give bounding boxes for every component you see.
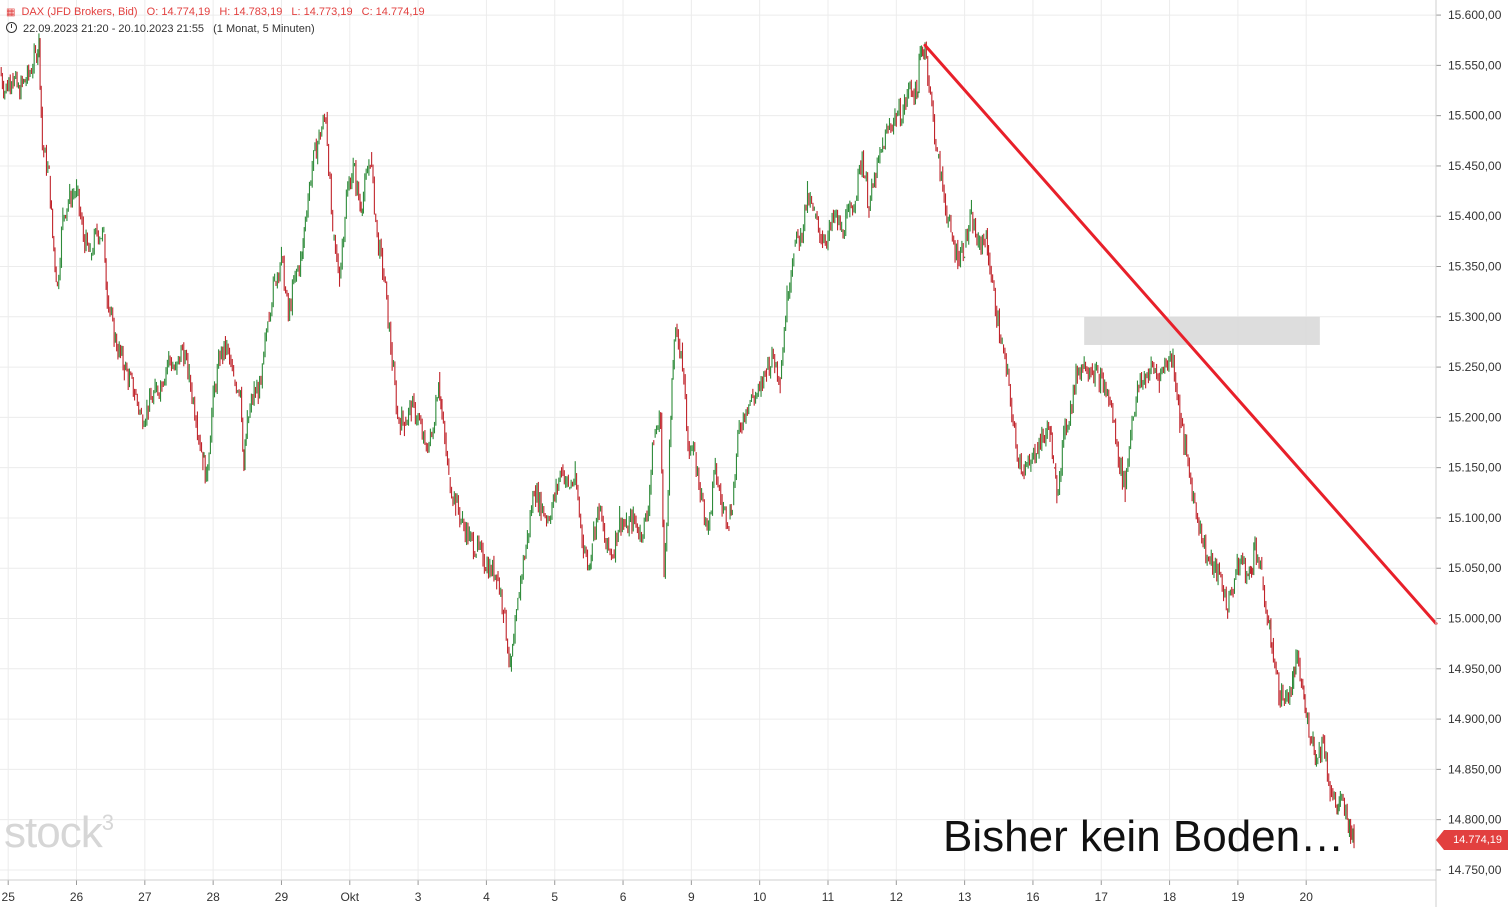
watermark-text: stock	[4, 808, 103, 857]
y-tick-label: 15.000,00	[1448, 612, 1502, 626]
x-tick-label: 3	[415, 890, 422, 904]
y-tick-label: 15.600,00	[1448, 8, 1502, 22]
period-interval: (1 Monat, 5 Minuten)	[213, 23, 315, 35]
x-tick-label: 27	[138, 890, 152, 904]
y-tick-label: 14.950,00	[1448, 662, 1502, 676]
period-range: 22.09.2023 21:20 - 20.10.2023 21:55	[23, 23, 205, 35]
watermark-sup: 3	[101, 810, 114, 835]
x-tick-label: 12	[890, 890, 904, 904]
downtrend-line[interactable]	[923, 43, 1438, 626]
resistance-zone-layer	[1084, 316, 1320, 345]
y-axis: 15.600,00 15.550,00 15.500,00 15.450,00 15.4…	[1435, 0, 1502, 907]
y-tick-label: 15.200,00	[1448, 410, 1502, 424]
ohlc-open: O: 14.774,19	[146, 6, 211, 18]
x-tick-label: 25	[2, 890, 16, 904]
x-tick-label: 29	[275, 890, 289, 904]
x-tick-label: 20	[1300, 890, 1314, 904]
y-tick-label: 15.500,00	[1448, 109, 1502, 123]
x-tick-label: 28	[206, 890, 220, 904]
x-tick-label: 11	[822, 890, 835, 904]
period-header: 22.09.2023 21:20 - 20.10.2023 21:55 (1 M…	[6, 22, 321, 36]
y-tick-label: 14.900,00	[1448, 712, 1502, 726]
x-tick-label: Okt	[340, 890, 359, 904]
x-tick-label: 26	[70, 890, 84, 904]
x-tick-label: 9	[688, 890, 695, 904]
x-tick-label: 19	[1231, 890, 1245, 904]
trendline-layer[interactable]	[923, 43, 1438, 626]
x-tick-label: 10	[753, 890, 767, 904]
grid	[0, 0, 1436, 880]
y-tick-label: 15.250,00	[1448, 360, 1502, 374]
price-series	[0, 33, 1355, 849]
chart-header: ▦ DAX (JFD Brokers, Bid) O: 14.774,19 H: …	[6, 6, 431, 19]
ohlc-high: H: 14.783,19	[219, 6, 283, 18]
y-tick-label: 15.550,00	[1448, 58, 1502, 72]
last-price-tag: 14.774,19	[1436, 830, 1508, 850]
x-tick-label: 17	[1095, 890, 1109, 904]
y-tick-label: 15.050,00	[1448, 561, 1502, 575]
y-tick-label: 15.350,00	[1448, 260, 1502, 274]
x-tick-label: 13	[958, 890, 972, 904]
y-tick-label: 15.100,00	[1448, 511, 1502, 525]
y-tick-label: 15.150,00	[1448, 461, 1502, 475]
x-tick-label: 18	[1163, 890, 1177, 904]
y-tick-label: 15.450,00	[1448, 159, 1502, 173]
x-tick-label: 6	[620, 890, 627, 904]
candlestick-icon[interactable]: ▦	[6, 7, 16, 18]
annotation-text: Bisher kein Boden…	[943, 812, 1345, 861]
clock-icon	[6, 22, 17, 33]
resistance-zone	[1084, 316, 1320, 345]
y-tick-label: 15.400,00	[1448, 209, 1502, 223]
x-axis: 25 26 27 28 29 Okt 3 4 5 6 9 10 11 12 13 16 17 18 19 20	[0, 879, 1436, 904]
x-tick-label: 5	[551, 890, 558, 904]
y-tick-label: 14.750,00	[1448, 863, 1502, 877]
ohlc-low: L: 14.773,19	[291, 6, 353, 18]
instrument-name[interactable]: DAX (JFD Brokers, Bid)	[21, 6, 138, 18]
y-tick-label: 15.300,00	[1448, 310, 1502, 324]
x-tick-label: 4	[483, 890, 490, 904]
y-tick-label: 14.800,00	[1448, 813, 1502, 827]
watermark-logo: stock3	[4, 808, 114, 858]
y-tick-label: 14.850,00	[1448, 762, 1502, 776]
ohlc-close: C: 14.774,19	[361, 6, 425, 18]
x-tick-label: 16	[1026, 890, 1040, 904]
